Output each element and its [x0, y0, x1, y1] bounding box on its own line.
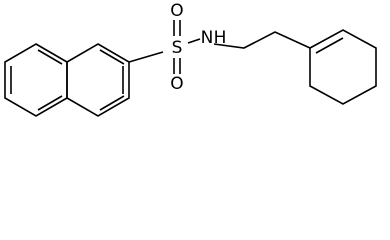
double-bond	[37, 95, 63, 111]
double-bond	[99, 49, 125, 65]
atom-label: N	[201, 28, 214, 48]
double-bond	[315, 37, 344, 54]
atom-label: O	[170, 1, 183, 21]
ring	[66, 43, 130, 117]
atom-label: H	[214, 28, 227, 48]
atom-label: O	[170, 74, 183, 94]
structure: S O O N H	[4, 1, 377, 117]
double-bond	[37, 49, 63, 65]
chain	[213, 31, 311, 49]
double-bond	[99, 95, 125, 111]
atom-label: S	[172, 38, 183, 58]
bonds	[4, 20, 377, 117]
bond	[187, 38, 201, 44]
ring	[309, 29, 377, 105]
bond	[128, 51, 164, 63]
ring	[4, 43, 68, 117]
